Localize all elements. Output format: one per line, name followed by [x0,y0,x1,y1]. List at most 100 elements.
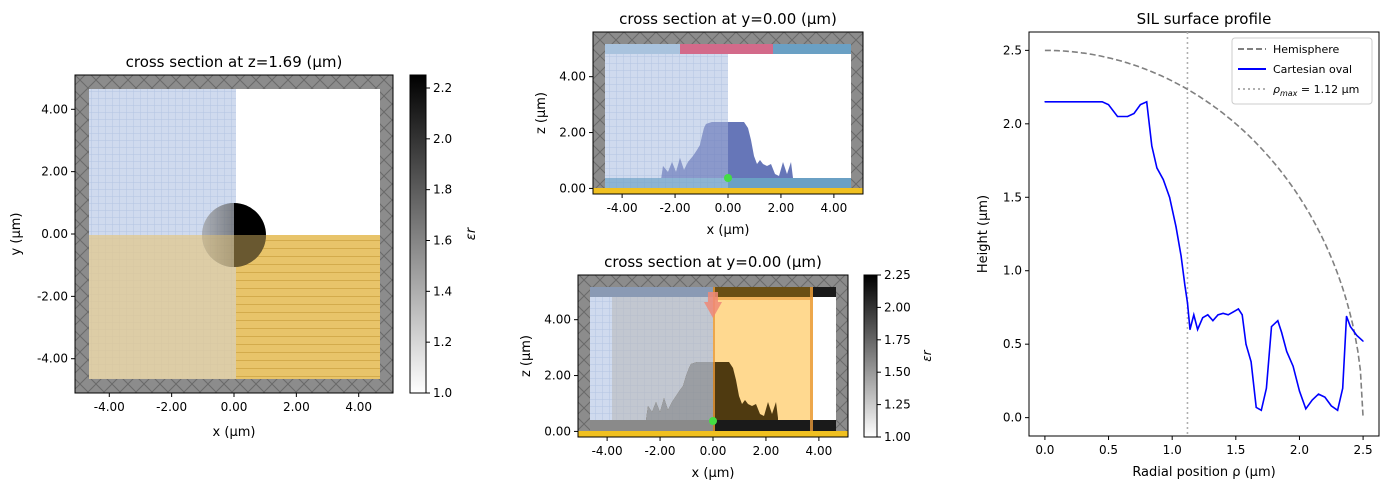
panel-c-cbtick-label: 2.25 [884,268,911,282]
series-cartesian-oval-point [1232,311,1234,313]
panel-c-plot-area [578,275,848,437]
panel-b-top-layer-left [605,44,680,54]
series-cartesian-oval-point [1186,302,1189,304]
panel-a-cbtick-label: 1.0 [433,386,452,400]
panel-b-source-marker [724,174,732,182]
series-cartesian-oval-point [1298,390,1301,392]
series-cartesian-oval-point [1127,115,1129,118]
series-cartesian-oval-point [1095,101,1097,103]
series-cartesian-oval-point [1107,104,1110,106]
series-cartesian-oval-point [1101,101,1103,103]
panel-a-ytick-label: -2.00 [37,289,68,303]
panel-c-ytick-label: 4.00 [544,313,571,327]
series-cartesian-oval-line [1044,100,1364,412]
series-cartesian-oval-point [1330,405,1332,407]
series-cartesian-oval-point [1189,328,1191,331]
series-cartesian-oval-point [1082,101,1084,103]
panel-a-cbtick-label: 2.0 [433,132,452,146]
series-cartesian-oval-point [1156,167,1158,169]
series-cartesian-oval-point [1356,334,1358,336]
series-cartesian-oval-point [1292,365,1294,367]
series-cartesian-oval-point [1207,314,1209,316]
panel-c-xtick-label: -2.00 [645,444,676,458]
panel-c-colorbar: 2.25 2.00 1.75 1.50 1.25 1.00 εr [863,268,934,444]
series-cartesian-oval-point [1317,393,1320,395]
panel-b-xlabel: x (μm) [707,223,750,238]
panel-c-colorbar-label: εr [920,349,934,361]
panel-a-cbtick-label: 1.4 [433,284,452,298]
chart-xtick-label: 2.0 [1290,443,1309,457]
chart-xlabel: Radial position ρ (μm) [1132,465,1275,480]
series-cartesian-oval-point [1146,101,1148,103]
panel-a-y-ticks: 4.00 2.00 0.00 -2.00 -4.00 [37,102,75,366]
series-cartesian-oval-point [1345,315,1348,317]
panel-b-top-layer-pink [680,44,773,54]
panel-a-xtick-label: 0.00 [221,400,248,414]
panel-a-ytick-label: 0.00 [41,227,68,241]
panel-a-cbtick-label: 1.6 [433,234,452,248]
panel-b-ytick-label: 0.00 [559,181,586,195]
panel-a-xtick-label: -4.00 [94,400,125,414]
legend-hemisphere-label: Hemisphere [1273,43,1340,56]
panel-c-source-arrow [704,292,722,318]
series-cartesian-oval-point [1362,340,1364,342]
panel-a-gold-region-right [236,235,380,379]
panel-a-cbtick-label: 1.2 [433,335,452,349]
series-cartesian-oval-point [1324,396,1326,398]
chart-xtick-label: 2.5 [1354,443,1373,457]
panel-d-sil-profile-chart: SIL surface profile 0.0 0.5 1.0 1.5 2.0 2.5 0… [976,10,1380,480]
panel-b-top-layer-right [773,44,851,54]
panel-a-plot-area [75,75,393,393]
chart-ytick-label: 1.5 [1003,190,1022,204]
panel-a-ytick-label: 2.00 [41,165,68,179]
panel-b-xz-cross-section: cross section at y=0.00 (μm) -4.00 -2.00 0… [534,10,864,238]
chart-ylabel: Height (μm) [976,195,991,273]
series-cartesian-oval-point [1349,326,1351,328]
panel-c-cbtick-label: 1.00 [884,430,911,444]
panel-c-ytick-label: 0.00 [544,424,571,438]
panel-c-xtick-label: 0.00 [700,444,727,458]
series-cartesian-oval-point [1057,101,1059,103]
series-cartesian-oval-point [1217,314,1219,316]
panel-c-cbtick-label: 1.25 [884,398,911,412]
legend-rho-max-label: ρmax = 1.12 μm [1273,83,1359,98]
chart-ytick-label: 0.5 [1003,337,1022,351]
series-cartesian-oval-point [1305,408,1307,410]
series-cartesian-oval-point [1311,399,1313,401]
series-cartesian-oval-point [1277,320,1279,322]
panel-b-plot-area [593,32,863,194]
panel-c-x-ticks: -4.00 -2.00 0.00 2.00 4.00 [592,437,832,458]
panel-b-xtick-label: 2.00 [768,201,795,215]
series-cartesian-oval-point [1237,308,1239,310]
series-cartesian-oval-point [1337,409,1339,411]
series-cartesian-oval-point [1116,115,1119,118]
series-cartesian-oval-point [1265,387,1267,389]
panel-b-ylabel: z (μm) [534,92,549,134]
panel-c-xtick-label: -4.00 [592,444,623,458]
series-cartesian-oval-point [1139,104,1141,106]
panel-c-y-ticks: 4.00 2.00 0.00 [544,313,578,438]
series-cartesian-oval-point [1270,326,1273,328]
panel-a-colorbar-label: εr [464,226,479,240]
series-cartesian-oval-point [1180,255,1182,257]
series-cartesian-oval-point [1169,196,1171,198]
panel-a-colorbar-ticks: 2.2 2.0 1.8 1.6 1.4 1.2 1.0 [426,81,452,400]
panel-a-cbtick-label: 2.2 [433,81,452,95]
chart-xtick-label: 0.0 [1035,443,1054,457]
panel-b-x-ticks: -4.00 -2.00 0.00 2.00 4.00 [607,194,848,215]
panel-b-xtick-label: -4.00 [607,201,638,215]
panel-a-ylabel: y (μm) [9,213,24,256]
chart-series [1044,32,1364,436]
series-cartesian-oval-point [1212,320,1214,322]
panel-b-xtick-label: 4.00 [821,201,848,215]
series-cartesian-oval-point [1227,314,1229,316]
chart-y-ticks: 0.0 0.5 1.0 1.5 2.0 2.5 [1003,43,1029,425]
chart-legend: Hemisphere Cartesian oval ρmax = 1.12 μm [1231,37,1373,105]
panel-a-ytick-label: 4.00 [41,102,68,116]
series-hemisphere-line [1044,49,1364,418]
chart-ytick-label: 2.0 [1003,117,1022,131]
series-cartesian-oval-point [1222,312,1224,314]
panel-b-title: cross section at y=0.00 (μm) [619,10,837,28]
panel-c-title: cross section at y=0.00 (μm) [604,253,822,271]
panel-a-title: cross section at z=1.69 (μm) [126,53,343,71]
